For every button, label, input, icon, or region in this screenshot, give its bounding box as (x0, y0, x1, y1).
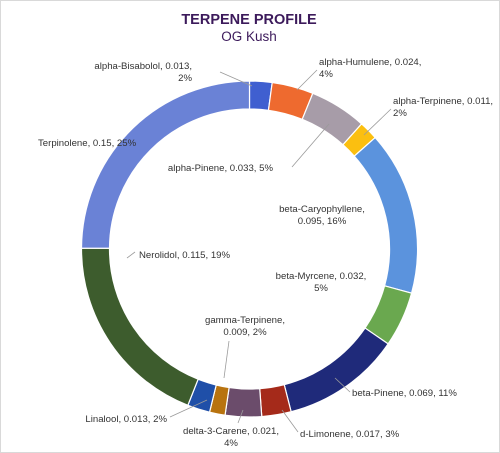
leader-line (237, 409, 244, 424)
data-label: gamma-Terpinene, 0.009, 2% (205, 315, 285, 338)
leader-line (296, 69, 318, 91)
data-label: Terpinolene, 0.15, 25% (38, 138, 137, 149)
data-label: beta-Myrcene, 0.032, 5% (276, 271, 367, 294)
data-label: alpha-Bisabolol, 0.013, 2% (94, 61, 192, 84)
leader-line (126, 251, 136, 259)
leader-line (223, 340, 230, 379)
data-label: Linalool, 0.013, 2% (85, 414, 167, 425)
leader-line (363, 108, 392, 136)
chart-title: TERPENE PROFILE (181, 12, 317, 28)
leader-line (281, 409, 299, 433)
data-label: beta-Pinene, 0.069, 11% (352, 388, 457, 399)
data-labels: alpha-Bisabolol, 0.013, 2% alpha-Humulene,… (38, 57, 493, 449)
chart-subtitle: OG Kush (221, 29, 277, 44)
slice-beta-caryophyllene (353, 136, 419, 294)
doughnut-slices (80, 80, 419, 418)
leader-line (169, 399, 208, 418)
data-label: delta-3-Carene, 0.021, 4% (183, 426, 279, 449)
slice-beta-pinene (283, 327, 389, 413)
leader-line (291, 123, 330, 168)
data-label: d-Limonene, 0.017, 3% (300, 429, 400, 440)
slice-delta-3-carene (224, 386, 263, 418)
slice-terpinolene (80, 80, 251, 249)
slice-nerolidol (80, 247, 199, 407)
label-leader-lines (126, 69, 392, 433)
leader-line (219, 71, 253, 87)
data-label: alpha-Pinene, 0.033, 5% (168, 163, 274, 174)
data-label: Nerolidol, 0.115, 19% (139, 250, 230, 261)
data-label: alpha-Humulene, 0.024, 4% (319, 57, 421, 80)
data-label: alpha-Terpinene, 0.011, 2% (393, 96, 493, 119)
data-label: beta-Caryophyllene, 0.095, 16% (279, 204, 365, 227)
leader-line (334, 377, 351, 393)
